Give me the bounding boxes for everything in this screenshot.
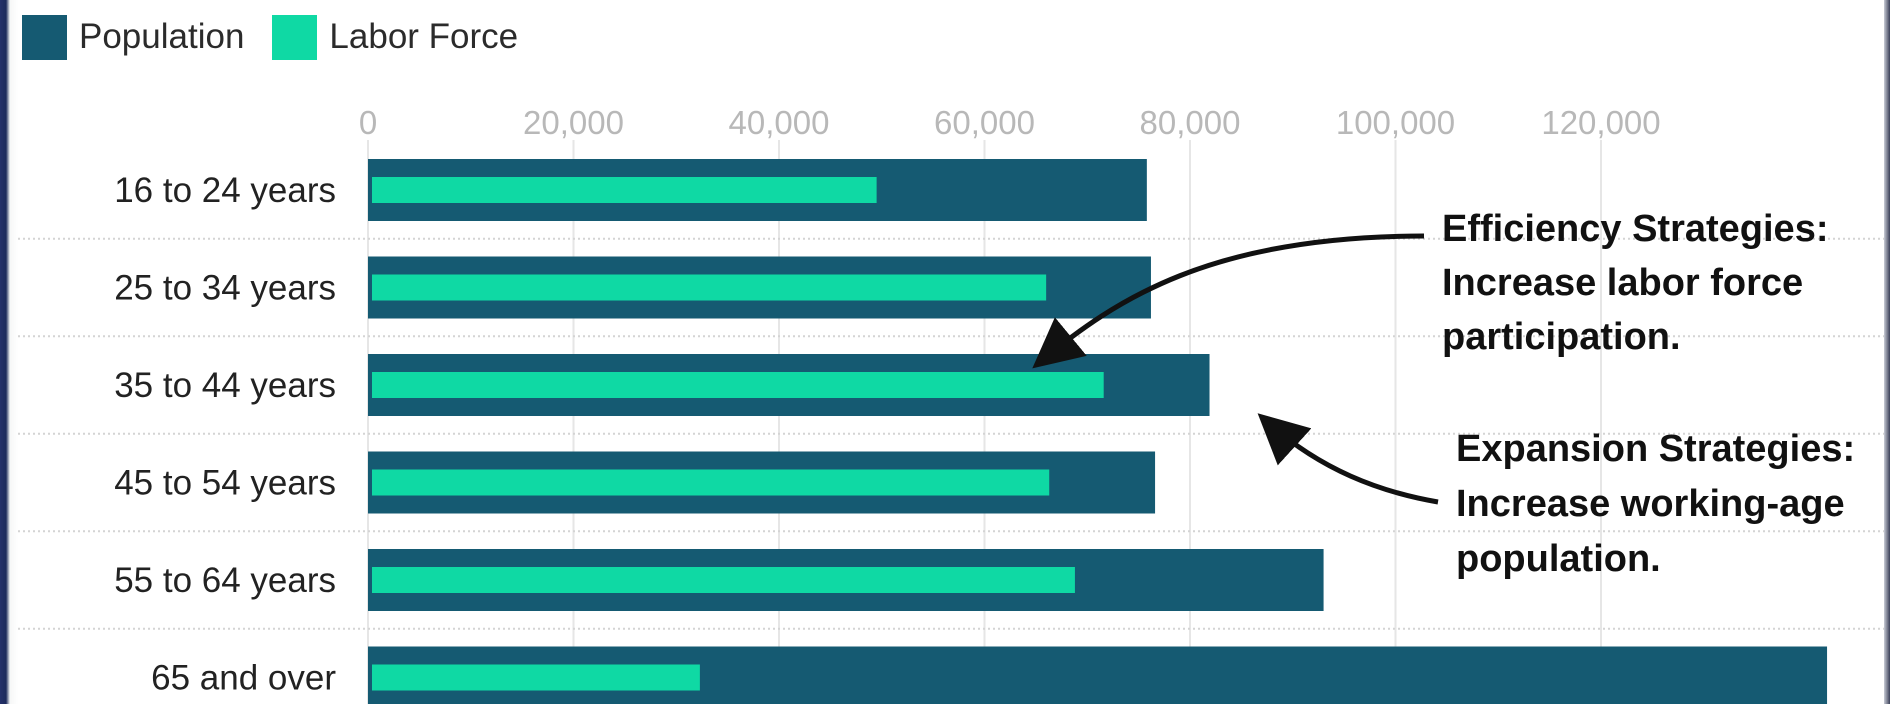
- bar-labor-force: [372, 469, 1050, 496]
- category-label: 25 to 34 years: [114, 269, 336, 308]
- bar-labor-force: [372, 274, 1047, 301]
- bar-labor-force: [372, 177, 877, 203]
- x-tick-label: 20,000: [523, 104, 624, 141]
- arrow-efficiency: [1032, 233, 1425, 369]
- x-tick-label: 60,000: [934, 104, 1035, 141]
- annotation-efficiency-text: Efficiency Strategies:: [1442, 208, 1828, 250]
- annotation-efficiency-text: Increase labor force: [1442, 262, 1803, 304]
- x-tick-label: 40,000: [729, 104, 830, 141]
- arrow-expansion: [1257, 413, 1439, 505]
- legend-swatch-population: [22, 14, 67, 60]
- bar-labor-force: [372, 567, 1075, 593]
- legend-label-population: Population: [79, 17, 245, 56]
- category-label: 35 to 44 years: [114, 366, 336, 405]
- bar-labor-force: [372, 372, 1104, 398]
- category-label: 55 to 64 years: [114, 561, 336, 600]
- x-tick-label: 80,000: [1140, 104, 1241, 141]
- legend-item-labor-force: Labor Force: [272, 14, 519, 60]
- x-tick-label: 120,000: [1541, 104, 1660, 141]
- annotation-expansion-text: Increase working-age: [1456, 483, 1845, 525]
- legend: Population Labor Force: [22, 8, 546, 66]
- category-label: 45 to 54 years: [114, 464, 336, 503]
- window-edge: [1884, 0, 1890, 704]
- bar-labor-force: [372, 664, 700, 691]
- x-tick-label: 0: [359, 104, 377, 141]
- annotation-expansion-text: Expansion Strategies:: [1456, 428, 1855, 470]
- legend-item-population: Population: [22, 14, 245, 60]
- annotation-expansion-text: population.: [1456, 538, 1661, 580]
- category-label: 16 to 24 years: [114, 171, 336, 210]
- x-tick-label: 100,000: [1336, 104, 1455, 141]
- annotation-efficiency-text: participation.: [1442, 316, 1681, 358]
- category-label: 65 and over: [151, 659, 336, 698]
- legend-label-labor-force: Labor Force: [329, 17, 519, 56]
- legend-swatch-labor-force: [272, 14, 318, 60]
